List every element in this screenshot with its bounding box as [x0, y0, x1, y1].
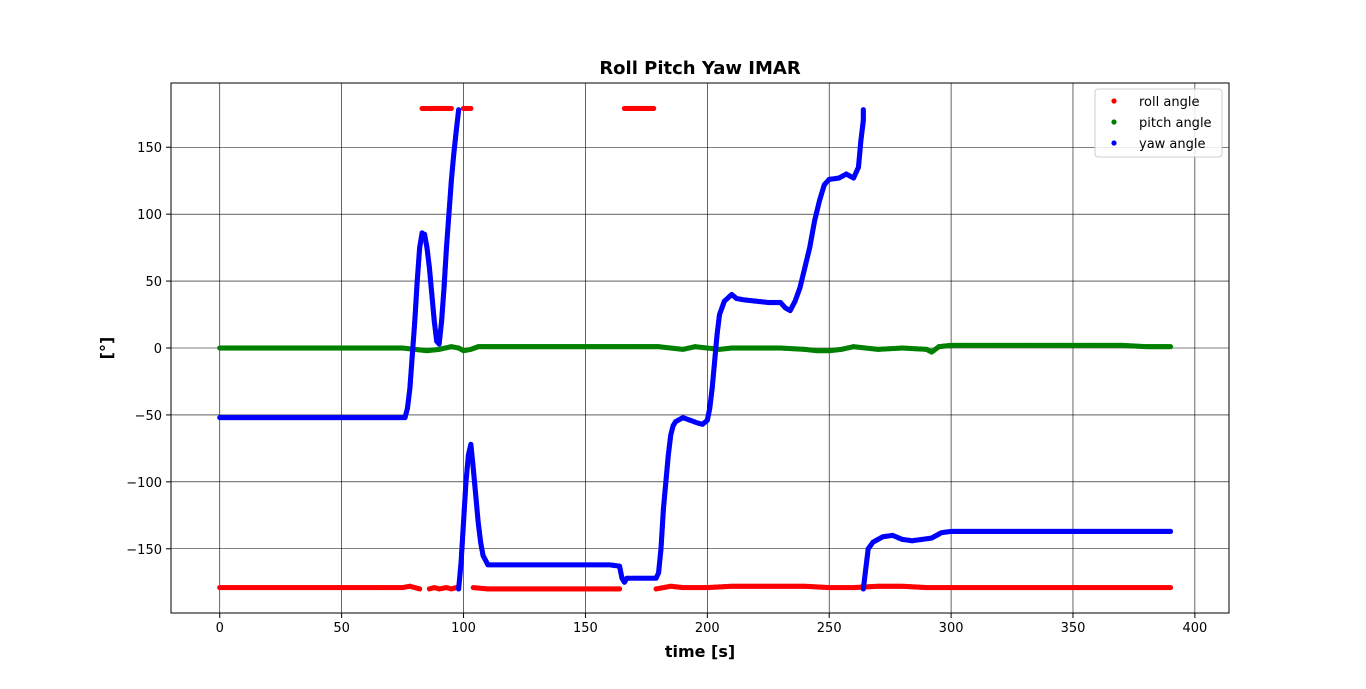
- legend: roll angle pitch angle yaw angle: [1094, 88, 1223, 158]
- data-point: [1167, 344, 1174, 350]
- axis-ticks: 0 50 100 150 200 250 300 350 400 −150 −100 −50 0 50 10…: [126, 141, 1207, 636]
- plot-series: [217, 105, 1174, 592]
- x-tick-label: 0: [216, 621, 224, 636]
- x-tick-label: 200: [695, 621, 720, 636]
- data-point: [448, 105, 454, 112]
- y-tick-label: 150: [137, 141, 162, 156]
- data-point: [417, 586, 423, 592]
- y-tick-label: 50: [145, 275, 162, 290]
- data-point: [1167, 528, 1174, 534]
- legend-marker: [1111, 119, 1117, 125]
- series-pitch-angle: [217, 342, 1174, 355]
- y-tick-label: −150: [126, 543, 162, 558]
- x-tick-label: 250: [817, 621, 842, 636]
- y-tick-label: −50: [135, 409, 162, 424]
- x-tick-label: 300: [939, 621, 964, 636]
- legend-label: roll angle: [1139, 95, 1199, 110]
- series-yaw-angle: [217, 107, 1174, 592]
- data-point: [456, 107, 462, 113]
- series-roll-angle: [217, 105, 1174, 592]
- data-point: [468, 105, 474, 112]
- y-axis-label: [°]: [97, 337, 116, 360]
- x-tick-label: 50: [333, 621, 350, 636]
- x-tick-label: 400: [1182, 621, 1207, 636]
- legend-box: [1094, 88, 1223, 158]
- chart-title: Roll Pitch Yaw IMAR: [599, 58, 801, 79]
- x-tick-label: 350: [1061, 621, 1086, 636]
- legend-label: yaw angle: [1139, 137, 1206, 152]
- legend-marker: [1111, 140, 1117, 146]
- legend-label: pitch angle: [1139, 116, 1212, 131]
- y-tick-label: −100: [126, 476, 162, 491]
- data-point: [860, 107, 866, 113]
- y-tick-label: 0: [154, 342, 162, 357]
- data-point: [616, 586, 623, 592]
- legend-marker: [1111, 98, 1117, 104]
- y-tick-label: 100: [137, 208, 162, 223]
- data-point: [1167, 584, 1174, 591]
- x-tick-label: 150: [573, 621, 598, 636]
- data-point: [651, 105, 657, 112]
- x-axis-label: time [s]: [665, 642, 735, 661]
- x-tick-label: 100: [451, 621, 476, 636]
